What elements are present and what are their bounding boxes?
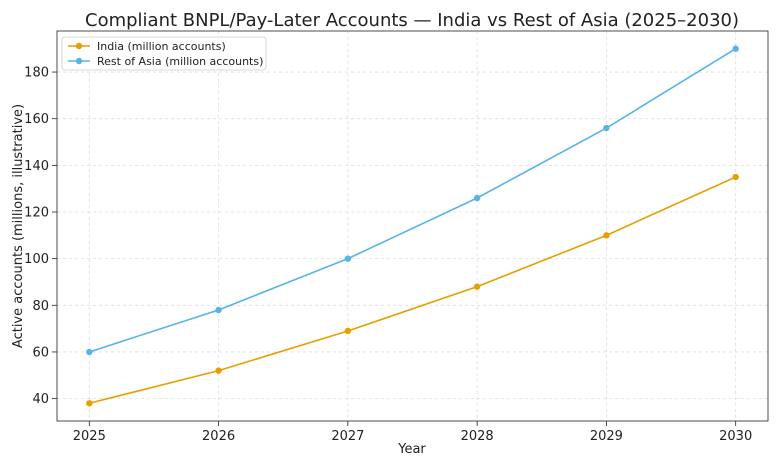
x-axis-label: Year: [397, 442, 426, 457]
plot-frame: [56, 30, 769, 422]
data-point-rest-of-asia: [86, 348, 93, 356]
x-tick-label: 2030: [719, 429, 752, 444]
legend-marker-rest-of-asia: [75, 57, 83, 65]
data-point-rest-of-asia: [215, 306, 222, 314]
y-tick-label: 140: [24, 159, 49, 174]
legend-marker-india: [75, 42, 83, 50]
legend-label-india: India (million accounts): [97, 40, 226, 53]
data-point-rest-of-asia: [344, 255, 352, 262]
data-point-india: [732, 173, 739, 181]
data-point-india: [473, 283, 481, 290]
series-line-rest-of-asia: [89, 48, 737, 353]
x-tick-label: 2028: [461, 429, 494, 444]
x-tick-label: 2029: [590, 429, 623, 444]
y-axis-label: Active accounts (millions, illustrative): [11, 104, 26, 348]
y-tick-label: 160: [24, 112, 49, 127]
axes: [56, 30, 769, 422]
legend: India (million accounts) Rest of Asia (mi…: [61, 36, 267, 71]
y-tick-label: 100: [24, 252, 49, 267]
series-group: [86, 45, 739, 407]
data-point-india: [215, 367, 222, 374]
y-tick-label: 180: [24, 66, 49, 81]
y-tick-label: 40: [32, 392, 49, 407]
data-point-india: [603, 232, 610, 239]
x-tick-label: 2027: [331, 429, 364, 444]
legend-label-rest-of-asia: Rest of Asia (million accounts): [97, 55, 263, 68]
x-axis-ticks: 2025 2026 2027 2028 2029 2030: [73, 421, 752, 444]
x-tick-label: 2026: [202, 429, 235, 444]
series-line-india: [89, 176, 737, 405]
y-axis-ticks: 40 60 80 100 120 140 160 180: [24, 66, 57, 407]
y-tick-label: 60: [32, 345, 49, 360]
data-point-rest-of-asia: [732, 45, 739, 52]
data-point-india: [86, 400, 93, 407]
data-point-rest-of-asia: [603, 124, 610, 132]
grid-lines: [57, 31, 768, 421]
chart-title: Compliant BNPL/Pay-Later Accounts — Indi…: [85, 10, 739, 31]
x-tick-label: 2025: [73, 429, 106, 444]
y-tick-label: 80: [32, 299, 49, 314]
data-point-rest-of-asia: [473, 194, 481, 202]
legend-box: [61, 36, 267, 71]
y-tick-label: 120: [24, 206, 49, 221]
data-point-india: [344, 327, 352, 335]
